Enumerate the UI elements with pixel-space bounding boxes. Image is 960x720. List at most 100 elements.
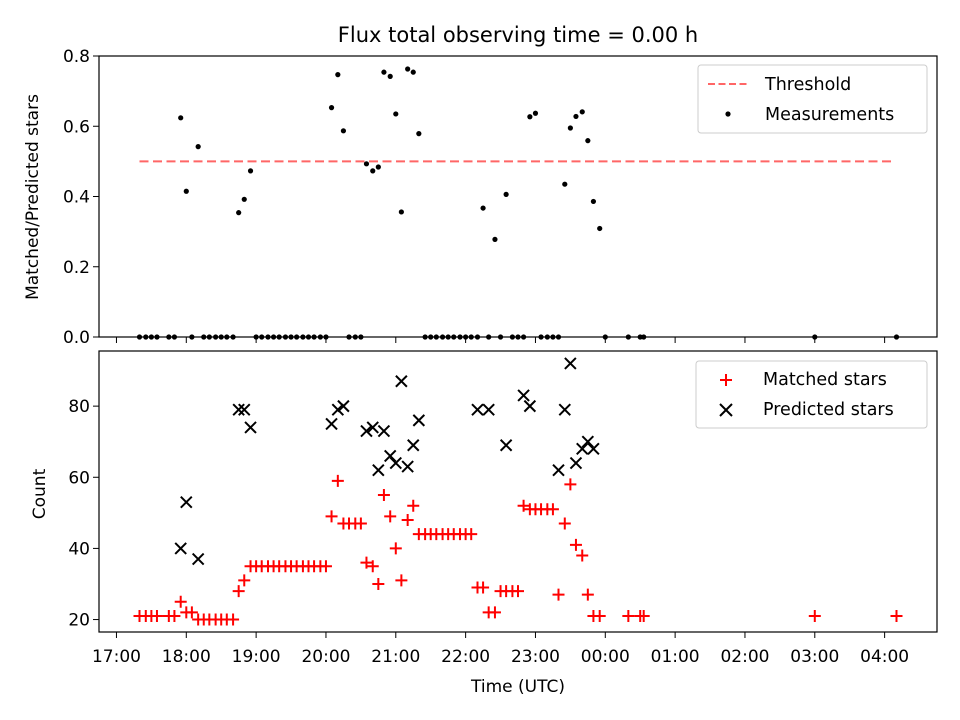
legend-predicted-label: Predicted stars [763,400,894,420]
measurement-point [527,114,533,120]
x-axis-label: Time (UTC) [470,677,565,697]
top-axes: 0.0 0.2 0.4 0.6 0.8 [63,47,886,348]
bottom-y-tick-label: 40 [68,539,90,559]
measurement-point [241,196,247,202]
legend-predicted-swatch [719,403,733,417]
measurement-point [503,191,509,197]
predicted-star-point [383,449,397,463]
matched-star-point [890,609,903,622]
bottom-plot-area [133,357,903,626]
measurement-point [579,109,585,115]
measurement-point [236,210,242,216]
legend-threshold-label: Threshold [764,75,851,95]
x-tick-label: 04:00 [860,647,909,667]
measurement-point [492,236,498,242]
predicted-star-point [244,421,257,434]
measurement-point [597,225,603,232]
measurement-point [532,110,539,116]
bottom-axes: 20 40 60 80 17:00 18:00 19:00 20:00 21:00 22:00 23… [68,397,909,667]
matched-star-point [238,574,251,587]
bottom-y-axis-label: Count [30,468,50,519]
matched-star-point [512,585,524,598]
matched-star-point [808,609,821,622]
matched-star-point [564,478,577,491]
matched-star-point [232,585,245,598]
top-y-tick-label: 0.8 [63,47,90,67]
measurement-point [195,144,201,150]
matched-star-point [174,595,187,608]
measurement-point [562,181,568,187]
measurement-point [178,115,184,121]
predicted-star-point [366,421,379,434]
matched-star-point [569,538,582,551]
matched-star-point [395,574,408,587]
measurement-point [328,105,335,111]
measurement-point [480,205,486,211]
x-tick-label: 00:00 [581,647,630,667]
matched-star-point [389,542,402,555]
predicted-star-point [389,456,402,470]
matched-star-point [407,499,420,512]
predicted-star-point [191,552,205,566]
bottom-panel: 20 40 60 80 17:00 18:00 19:00 20:00 21:00 22:00 23… [30,350,938,697]
predicted-star-point [337,399,350,413]
x-tick-label: 03:00 [790,647,839,667]
matched-star-point [384,510,397,523]
top-y-axis-label: Matched/Predicted stars [23,94,43,300]
top-y-tick-label: 0.6 [63,117,90,137]
x-tick-label: 02:00 [720,647,769,667]
measurement-point [340,128,347,134]
matched-star-point [558,517,571,530]
top-y-tick-label: 0.2 [63,258,90,278]
predicted-star-point [372,463,385,477]
measurement-point [585,138,591,144]
matched-star-point [465,528,478,541]
top-y-tick-label: 0.0 [63,328,90,348]
matched-star-point [354,517,367,530]
matched-star-point [168,609,181,622]
predicted-star-point [581,435,595,448]
predicted-star-point [482,403,495,416]
predicted-star-point [564,357,577,370]
top-legend: Threshold Measurements [697,64,928,134]
predicted-star-point [407,439,420,452]
matched-star-point [576,549,589,562]
predicted-star-point [587,442,600,456]
predicted-star-point [232,403,245,416]
predicted-star-point [412,414,426,427]
predicted-star-point [325,417,338,431]
predicted-star-point [360,424,373,438]
matched-star-point [581,588,594,601]
matched-star-point [401,513,414,526]
measurement-point [363,161,370,167]
matched-star-point [637,609,650,622]
predicted-star-point [569,456,583,470]
predicted-star-point [377,424,391,438]
predicted-star-point [517,389,530,402]
matched-star-point [593,609,606,622]
matched-star-point [366,560,379,573]
x-tick-label: 23:00 [511,647,560,667]
top-plot-area [136,66,900,340]
chart-title: Flux total observing time = 0.00 h [338,23,698,47]
predicted-star-point [180,495,193,509]
matched-star-point [331,474,344,487]
measurement-point [247,168,254,174]
measurement-point [573,113,579,120]
x-tick-label: 01:00 [651,647,700,667]
x-tick-label: 19:00 [232,647,281,667]
measurement-point [375,164,381,170]
x-tick-label: 21:00 [371,647,420,667]
measurement-point [416,131,422,137]
x-tick-label: 18:00 [162,647,211,667]
matched-star-point [360,556,373,569]
matched-star-point [377,489,390,502]
bottom-y-tick-label: 80 [68,397,90,417]
top-panel: 0.00.20.40.60.8 Matched/Predicted stars … [23,47,938,348]
matched-star-point [488,606,501,619]
legend-matched-label: Matched stars [763,370,887,390]
measurement-point [405,66,411,72]
predicted-star-point [174,542,187,555]
matched-star-point [546,503,559,516]
